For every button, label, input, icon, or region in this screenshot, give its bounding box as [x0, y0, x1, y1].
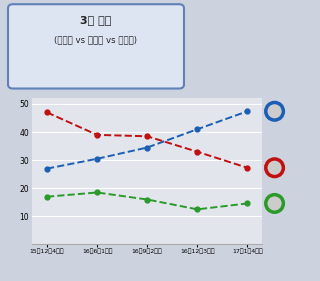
- Text: (문재인 vs 반기문 vs 안철수): (문재인 vs 반기문 vs 안철수): [54, 35, 138, 44]
- Text: 3자 대결: 3자 대결: [80, 15, 112, 26]
